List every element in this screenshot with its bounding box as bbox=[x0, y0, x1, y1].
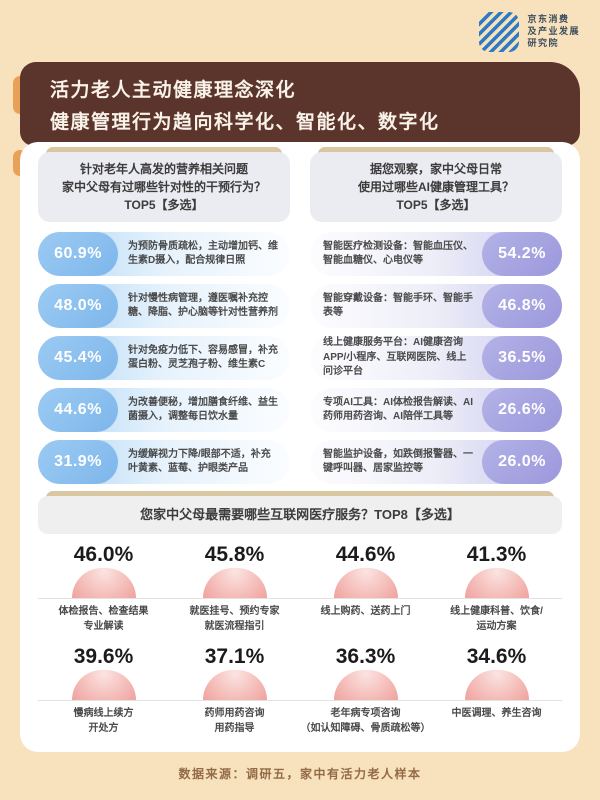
percent-badge: 31.9% bbox=[38, 440, 118, 484]
right-heading-box: 据您观察，家中父母日常 使用过哪些AI健康管理工具？ TOP5【多选】 bbox=[310, 152, 562, 222]
right-heading-line-1: 据您观察，家中父母日常 bbox=[369, 162, 502, 176]
item-label: 智能监护设备，如跌倒报警器、一键呼叫器、居家监控等 bbox=[323, 448, 473, 475]
logo-text: 京东消费 及产业发展 研究院 bbox=[527, 14, 580, 49]
list-item: 36.3% 老年病专项咨询 （如认知障碍、骨质疏松等） bbox=[300, 644, 431, 736]
dome-icon bbox=[333, 567, 398, 598]
percent-value: 39.6% bbox=[73, 644, 134, 668]
list-item: 44.6% 为改善便秘，增加膳食纤维、益生菌摄入，调整每日饮水量 bbox=[38, 388, 290, 432]
banner-title-line-2: 健康管理行为趋向科学化、智能化、数字化 bbox=[50, 111, 440, 133]
list-item: 37.1% 药师用药咨询 用药指导 bbox=[169, 644, 300, 736]
nutrition-intervention-panel: 针对老年人高发的营养相关问题 家中父母有过哪些针对性的干预行为？ TOP5【多选… bbox=[38, 147, 290, 484]
item-label: 为改善便秘，增加膳食纤维、益生菌摄入，调整每日饮水量 bbox=[128, 396, 278, 423]
data-source-note: 数据来源：调研五，家中有活力老人样本 bbox=[178, 767, 422, 781]
dome-icon bbox=[202, 567, 267, 598]
percent-badge: 26.0% bbox=[482, 440, 562, 484]
logo-line-2: 及产业发展 bbox=[527, 26, 580, 37]
list-item: 智能监护设备，如跌倒报警器、一键呼叫器、居家监控等 26.0% bbox=[310, 440, 562, 484]
left-heading-line-3: TOP5【多选】 bbox=[124, 198, 204, 212]
item-label: 老年病专项咨询 （如认知障碍、骨质疏松等） bbox=[300, 707, 431, 734]
baseline-divider bbox=[38, 597, 562, 599]
dome-icon bbox=[333, 669, 398, 700]
item-label: 就医挂号、预约专家 就医流程指引 bbox=[189, 605, 280, 632]
item-label: 为缓解视力下降/眼部不适，补充叶黄素、蓝莓、护眼类产品 bbox=[128, 448, 271, 475]
item-label: 中医调理、养生咨询 bbox=[451, 707, 542, 719]
two-column-section: 针对老年人高发的营养相关问题 家中父母有过哪些针对性的干预行为？ TOP5【多选… bbox=[38, 147, 562, 484]
item-label: 智能穿戴设备：智能手环、智能手表等 bbox=[323, 292, 473, 319]
list-item: 46.0% 体检报告、检查结果 专业解读 bbox=[38, 542, 169, 634]
list-item: 44.6% 线上购药、送药上门 bbox=[300, 542, 431, 634]
title-banner: 活力老人主动健康理念深化 健康管理行为趋向科学化、智能化、数字化 bbox=[20, 62, 580, 146]
logo-line-3: 研究院 bbox=[527, 37, 559, 48]
item-label: 专项AI工具：AI体检报告解读、AI药师用药咨询、AI陪伴工具等 bbox=[323, 396, 473, 423]
item-label: 智能医疗检测设备：智能血压仪、智能血糖仪、心电仪等 bbox=[323, 240, 473, 267]
list-item: 45.4% 针对免疫力低下、容易感冒，补充蛋白粉、灵芝孢子粉、维生素C bbox=[38, 336, 290, 380]
right-item-list: 智能医疗检测设备：智能血压仪、智能血糖仪、心电仪等 54.2% 智能穿戴设备：智… bbox=[310, 232, 562, 484]
item-label: 药师用药咨询 用药指导 bbox=[204, 707, 265, 734]
list-item: 专项AI工具：AI体检报告解读、AI药师用药咨询、AI陪伴工具等 26.6% bbox=[310, 388, 562, 432]
list-item: 48.0% 针对慢性病管理，遵医嘱补充控糖、降脂、护心脑等针对性营养剂 bbox=[38, 284, 290, 328]
dome-icon bbox=[202, 669, 267, 700]
list-item: 智能医疗检测设备：智能血压仪、智能血糖仪、心电仪等 54.2% bbox=[310, 232, 562, 276]
item-label: 为预防骨质疏松，主动增加钙、维生素D摄入，配合规律日照 bbox=[128, 240, 278, 267]
list-item: 34.6% 中医调理、养生咨询 bbox=[431, 644, 562, 736]
dome-icon bbox=[464, 669, 529, 700]
top8-row-1: 46.0% 体检报告、检查结果 专业解读 45.8% 就医挂号、预约专家 就医流… bbox=[38, 542, 562, 634]
left-heading: 针对老年人高发的营养相关问题 家中父母有过哪些针对性的干预行为？ TOP5【多选… bbox=[38, 147, 290, 222]
bottom-heading: 您家中父母最需要哪些互联网医疗服务？TOP8【多选】 bbox=[38, 491, 562, 534]
left-heading-line-2: 家中父母有过哪些针对性的干预行为？ bbox=[61, 180, 266, 194]
percent-value: 46.0% bbox=[73, 542, 134, 566]
item-label: 线上健康服务平台：AI健康咨询APP/小程序、互联网医院、线上问诊平台 bbox=[323, 337, 467, 378]
right-heading-line-2: 使用过哪些AI健康管理工具？ bbox=[357, 180, 514, 194]
percent-badge: 26.6% bbox=[482, 388, 562, 432]
percent-value: 37.1% bbox=[204, 644, 265, 668]
jd-research-logo: 京东消费 及产业发展 研究院 bbox=[479, 12, 580, 52]
item-label: 慢病线上续方 开处方 bbox=[73, 707, 134, 734]
jd-research-stripes-icon bbox=[479, 12, 520, 52]
dome-icon bbox=[464, 567, 529, 598]
percent-value: 44.6% bbox=[335, 542, 396, 566]
list-item: 智能穿戴设备：智能手环、智能手表等 46.8% bbox=[310, 284, 562, 328]
percent-value: 41.3% bbox=[466, 542, 527, 566]
baseline-divider bbox=[38, 699, 562, 701]
percent-badge: 48.0% bbox=[38, 284, 118, 328]
logo-line-1: 京东消费 bbox=[527, 14, 570, 25]
list-item: 60.9% 为预防骨质疏松，主动增加钙、维生素D摄入，配合规律日照 bbox=[38, 232, 290, 276]
item-label: 针对慢性病管理，遵医嘱补充控糖、降脂、护心脑等针对性营养剂 bbox=[128, 292, 278, 319]
percent-badge: 54.2% bbox=[482, 232, 562, 276]
ai-tools-panel: 据您观察，家中父母日常 使用过哪些AI健康管理工具？ TOP5【多选】 智能医疗… bbox=[310, 147, 562, 484]
list-item: 31.9% 为缓解视力下降/眼部不适，补充叶黄素、蓝莓、护眼类产品 bbox=[38, 440, 290, 484]
dome-icon bbox=[71, 567, 136, 598]
percent-value: 34.6% bbox=[466, 644, 527, 668]
top8-row-2: 39.6% 慢病线上续方 开处方 37.1% 药师用药咨询 用药指导 36.3%… bbox=[38, 644, 562, 736]
list-item: 39.6% 慢病线上续方 开处方 bbox=[38, 644, 169, 736]
list-item: 线上健康服务平台：AI健康咨询APP/小程序、互联网医院、线上问诊平台 36.5… bbox=[310, 336, 562, 380]
item-label: 针对免疫力低下、容易感冒，补充蛋白粉、灵芝孢子粉、维生素C bbox=[128, 344, 278, 371]
item-label: 体检报告、检查结果 专业解读 bbox=[58, 605, 149, 632]
percent-badge: 60.9% bbox=[38, 232, 118, 276]
list-item: 41.3% 线上健康科普、饮食/ 运动方案 bbox=[431, 542, 562, 634]
percent-value: 36.3% bbox=[335, 644, 396, 668]
right-heading-line-3: TOP5【多选】 bbox=[396, 198, 476, 212]
left-item-list: 60.9% 为预防骨质疏松，主动增加钙、维生素D摄入，配合规律日照 48.0% … bbox=[38, 232, 290, 484]
content-card: 针对老年人高发的营养相关问题 家中父母有过哪些针对性的干预行为？ TOP5【多选… bbox=[20, 142, 580, 752]
bottom-heading-box: 您家中父母最需要哪些互联网医疗服务？TOP8【多选】 bbox=[38, 496, 562, 534]
dome-icon bbox=[71, 669, 136, 700]
banner-title-line-1: 活力老人主动健康理念深化 bbox=[50, 79, 297, 101]
percent-value: 45.8% bbox=[204, 542, 265, 566]
percent-badge: 36.5% bbox=[482, 336, 562, 380]
left-heading-box: 针对老年人高发的营养相关问题 家中父母有过哪些针对性的干预行为？ TOP5【多选… bbox=[38, 152, 290, 222]
left-heading-line-1: 针对老年人高发的营养相关问题 bbox=[79, 162, 248, 176]
item-label: 线上健康科普、饮食/ 运动方案 bbox=[450, 605, 543, 632]
percent-badge: 45.4% bbox=[38, 336, 118, 380]
right-heading: 据您观察，家中父母日常 使用过哪些AI健康管理工具？ TOP5【多选】 bbox=[310, 147, 562, 222]
item-label: 线上购药、送药上门 bbox=[320, 605, 411, 617]
percent-badge: 46.8% bbox=[482, 284, 562, 328]
percent-badge: 44.6% bbox=[38, 388, 118, 432]
list-item: 45.8% 就医挂号、预约专家 就医流程指引 bbox=[169, 542, 300, 634]
